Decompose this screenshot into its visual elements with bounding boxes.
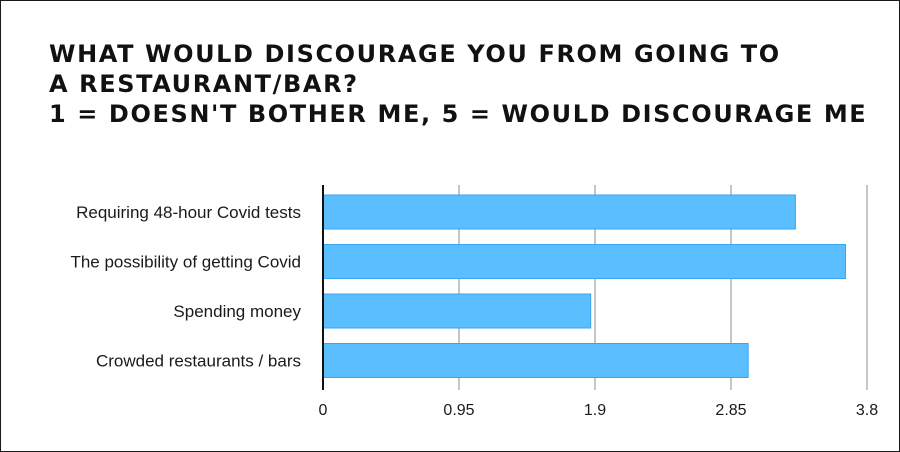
category-labels: Requiring 48-hour Covid tests The possibi… [70, 203, 301, 371]
category-label-2: The possibility of getting Covid [70, 253, 301, 272]
chart-title-line-2: A RESTAURANT/BAR? [49, 70, 359, 98]
x-tick-label-1.9: 1.9 [584, 402, 606, 419]
x-tick-label-3.8: 3.8 [856, 402, 878, 419]
x-tick-labels: 0 0.95 1.9 2.85 3.8 [319, 402, 879, 419]
bars [322, 194, 847, 378]
x-tick-label-0: 0 [319, 402, 328, 419]
chart-title-line-3: 1 = DOESN'T BOTHER ME, 5 = WOULD DISCOUR… [49, 100, 868, 128]
category-label-1: Requiring 48-hour Covid tests [76, 203, 301, 222]
chart-title: WHAT WOULD DISCOURAGE YOU FROM GOING TO … [49, 39, 867, 129]
bar-2 [322, 244, 847, 279]
category-label-4: Crowded restaurants / bars [96, 352, 301, 371]
bar-4 [322, 343, 749, 378]
bar-3 [322, 293, 592, 329]
x-tick-label-2.85: 2.85 [715, 402, 746, 419]
x-tick-label-0.95: 0.95 [443, 402, 474, 419]
chart-title-line-1: WHAT WOULD DISCOURAGE YOU FROM GOING TO [49, 40, 781, 68]
bar-1 [322, 194, 796, 230]
category-label-3: Spending money [173, 302, 301, 321]
